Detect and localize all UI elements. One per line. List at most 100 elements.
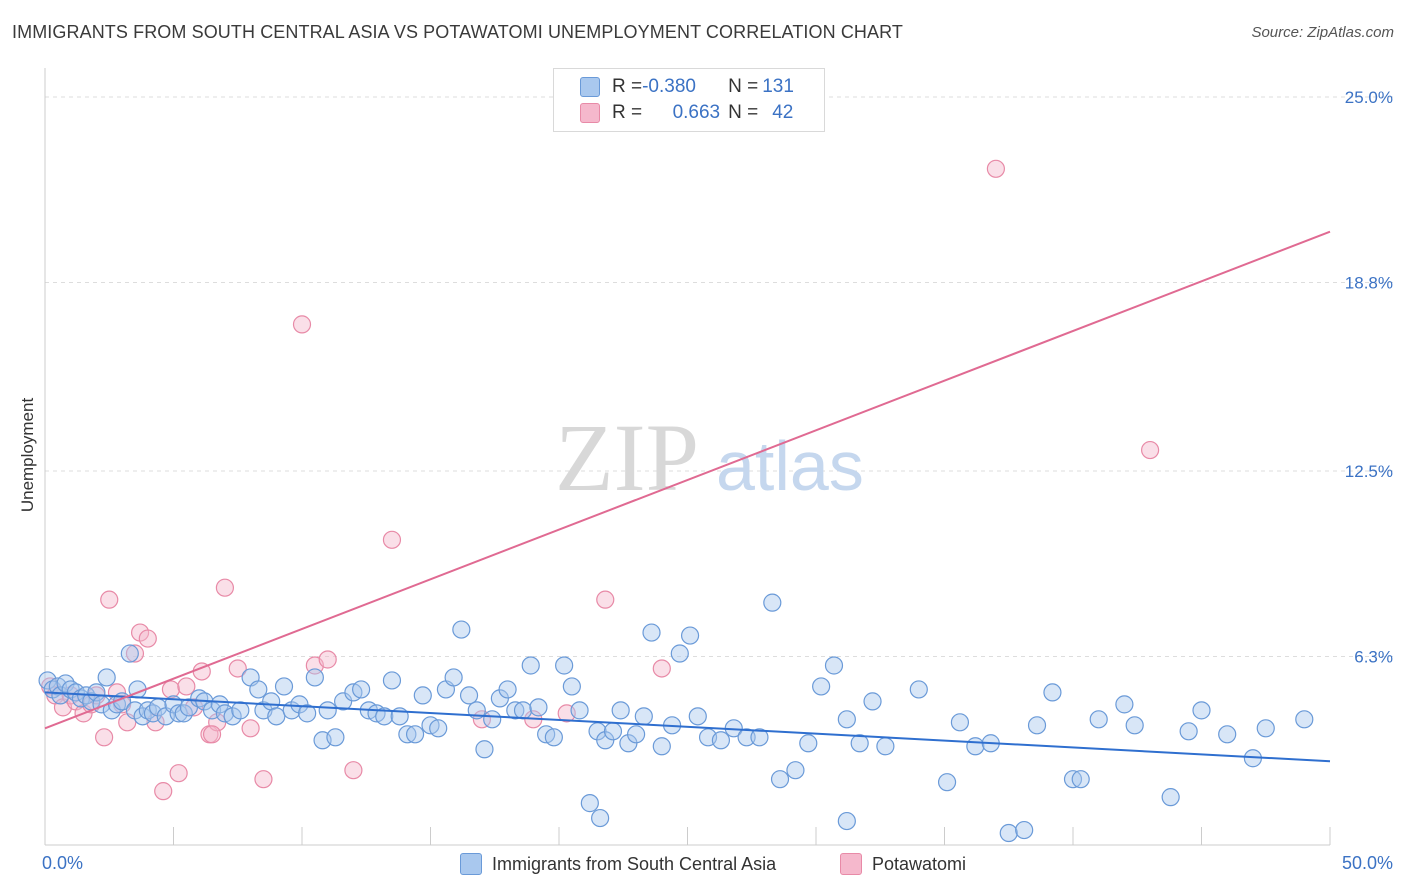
immigrants-point	[876, 737, 895, 756]
immigrants-point	[169, 704, 188, 723]
pink-swatch	[580, 103, 600, 123]
grid-lines	[45, 96, 1395, 658]
immigrants-point	[1218, 725, 1237, 744]
potawatomi-point	[138, 629, 157, 648]
potawatomi-point	[382, 530, 402, 549]
immigrants-points	[38, 593, 1314, 843]
immigrants-point	[179, 698, 199, 717]
potawatomi-point	[169, 764, 188, 783]
potawatomi-point	[241, 719, 260, 738]
immigrants-point	[850, 734, 869, 753]
potawatomi-point	[292, 315, 312, 334]
immigrants-point	[1071, 770, 1090, 789]
potawatomi-point	[228, 659, 247, 678]
y-tick-label: 6.3%	[1354, 648, 1393, 667]
immigrants-point	[274, 677, 294, 696]
immigrants-point	[120, 644, 139, 663]
immigrants-point	[1115, 695, 1134, 714]
potawatomi-point	[161, 680, 181, 699]
immigrants-point	[966, 737, 985, 756]
immigrants-point	[555, 656, 574, 675]
legend-item-potawatomi: Potawatomi	[840, 851, 966, 877]
immigrants-point	[210, 695, 229, 714]
n-label: N =	[728, 76, 759, 97]
immigrants-point	[190, 689, 209, 708]
watermark-zip: ZIP	[555, 404, 699, 511]
immigrants-point	[837, 710, 856, 729]
legend-label: Potawatomi	[872, 853, 967, 874]
legend-row-immigrants: R = -0.380 N = 131	[580, 75, 794, 99]
immigrants-point	[475, 740, 494, 759]
immigrants-point	[786, 761, 805, 780]
immigrants-point	[405, 725, 425, 744]
immigrants-point	[1125, 716, 1144, 735]
immigrants-point	[670, 644, 689, 663]
legend-item-immigrants: Immigrants from South Central Asia	[460, 851, 776, 877]
immigrants-trend-line	[44, 691, 1331, 763]
legend-row-potawatomi: R = 0.663 N = 42	[580, 101, 793, 125]
immigrants-point	[452, 620, 471, 639]
immigrants-point	[1295, 710, 1314, 729]
immigrants-point	[1063, 770, 1083, 789]
pink-legend-swatch	[840, 853, 862, 875]
immigrants-point	[680, 626, 700, 645]
potawatomi-point	[202, 725, 222, 744]
r-value: -0.380	[642, 76, 696, 97]
potawatomi-trend-line	[44, 230, 1331, 730]
potawatomi-point	[596, 590, 615, 609]
immigrants-point	[174, 704, 193, 723]
immigrants-point	[544, 728, 563, 747]
potawatomi-point	[177, 677, 196, 696]
potawatomi-point	[318, 650, 337, 669]
immigrants-point	[444, 668, 463, 687]
y-tick-label: 25.0%	[1345, 88, 1393, 107]
potawatomi-point	[986, 159, 1006, 178]
potawatomi-point	[254, 770, 273, 789]
immigrants-point	[1256, 719, 1275, 738]
immigrants-point	[763, 593, 782, 612]
x-tick-label: 0.0%	[42, 853, 83, 873]
immigrants-point	[591, 808, 610, 828]
immigrants-point	[626, 725, 646, 744]
immigrants-point	[249, 680, 268, 699]
immigrants-point	[483, 710, 502, 729]
correlation-legend: R = -0.380 N = 131 R = 0.663 N = 42	[553, 68, 825, 132]
n-value: 131	[762, 76, 794, 97]
immigrants-point	[652, 737, 671, 756]
immigrants-point	[634, 707, 653, 726]
immigrants-point	[837, 811, 856, 831]
blue-legend-swatch	[460, 853, 482, 875]
source-credit: Source: ZipAtlas.com	[1251, 24, 1394, 41]
potawatomi-point	[154, 782, 173, 801]
immigrants-point	[267, 707, 286, 726]
immigrants-point	[305, 668, 324, 687]
immigrants-point	[459, 686, 479, 705]
immigrants-point	[688, 707, 707, 726]
immigrants-point	[398, 725, 417, 744]
immigrants-point	[737, 728, 756, 747]
blue-swatch	[580, 77, 600, 97]
r-label: R =	[612, 102, 643, 123]
y-tick-label: 18.8%	[1345, 274, 1393, 293]
immigrants-point	[133, 707, 152, 726]
immigrants-point	[711, 731, 731, 750]
immigrants-point	[562, 677, 581, 696]
potawatomi-point	[61, 686, 80, 705]
potawatomi-point	[100, 590, 119, 609]
chart-title: IMMIGRANTS FROM SOUTH CENTRAL ASIA VS PO…	[12, 22, 903, 42]
r-label: R =	[612, 76, 643, 97]
immigrants-point	[87, 683, 106, 702]
immigrants-point	[521, 656, 540, 675]
immigrants-point	[863, 692, 882, 711]
immigrants-point	[1027, 716, 1047, 735]
immigrants-point	[506, 701, 525, 720]
immigrants-point	[1179, 722, 1198, 741]
x-tick-label: 50.0%	[1342, 853, 1393, 873]
n-label: N =	[728, 102, 759, 123]
immigrants-point	[1161, 788, 1180, 807]
immigrants-point	[580, 794, 599, 813]
potawatomi-point	[344, 761, 363, 780]
potawatomi-point	[184, 698, 204, 717]
immigrants-point	[66, 683, 85, 702]
